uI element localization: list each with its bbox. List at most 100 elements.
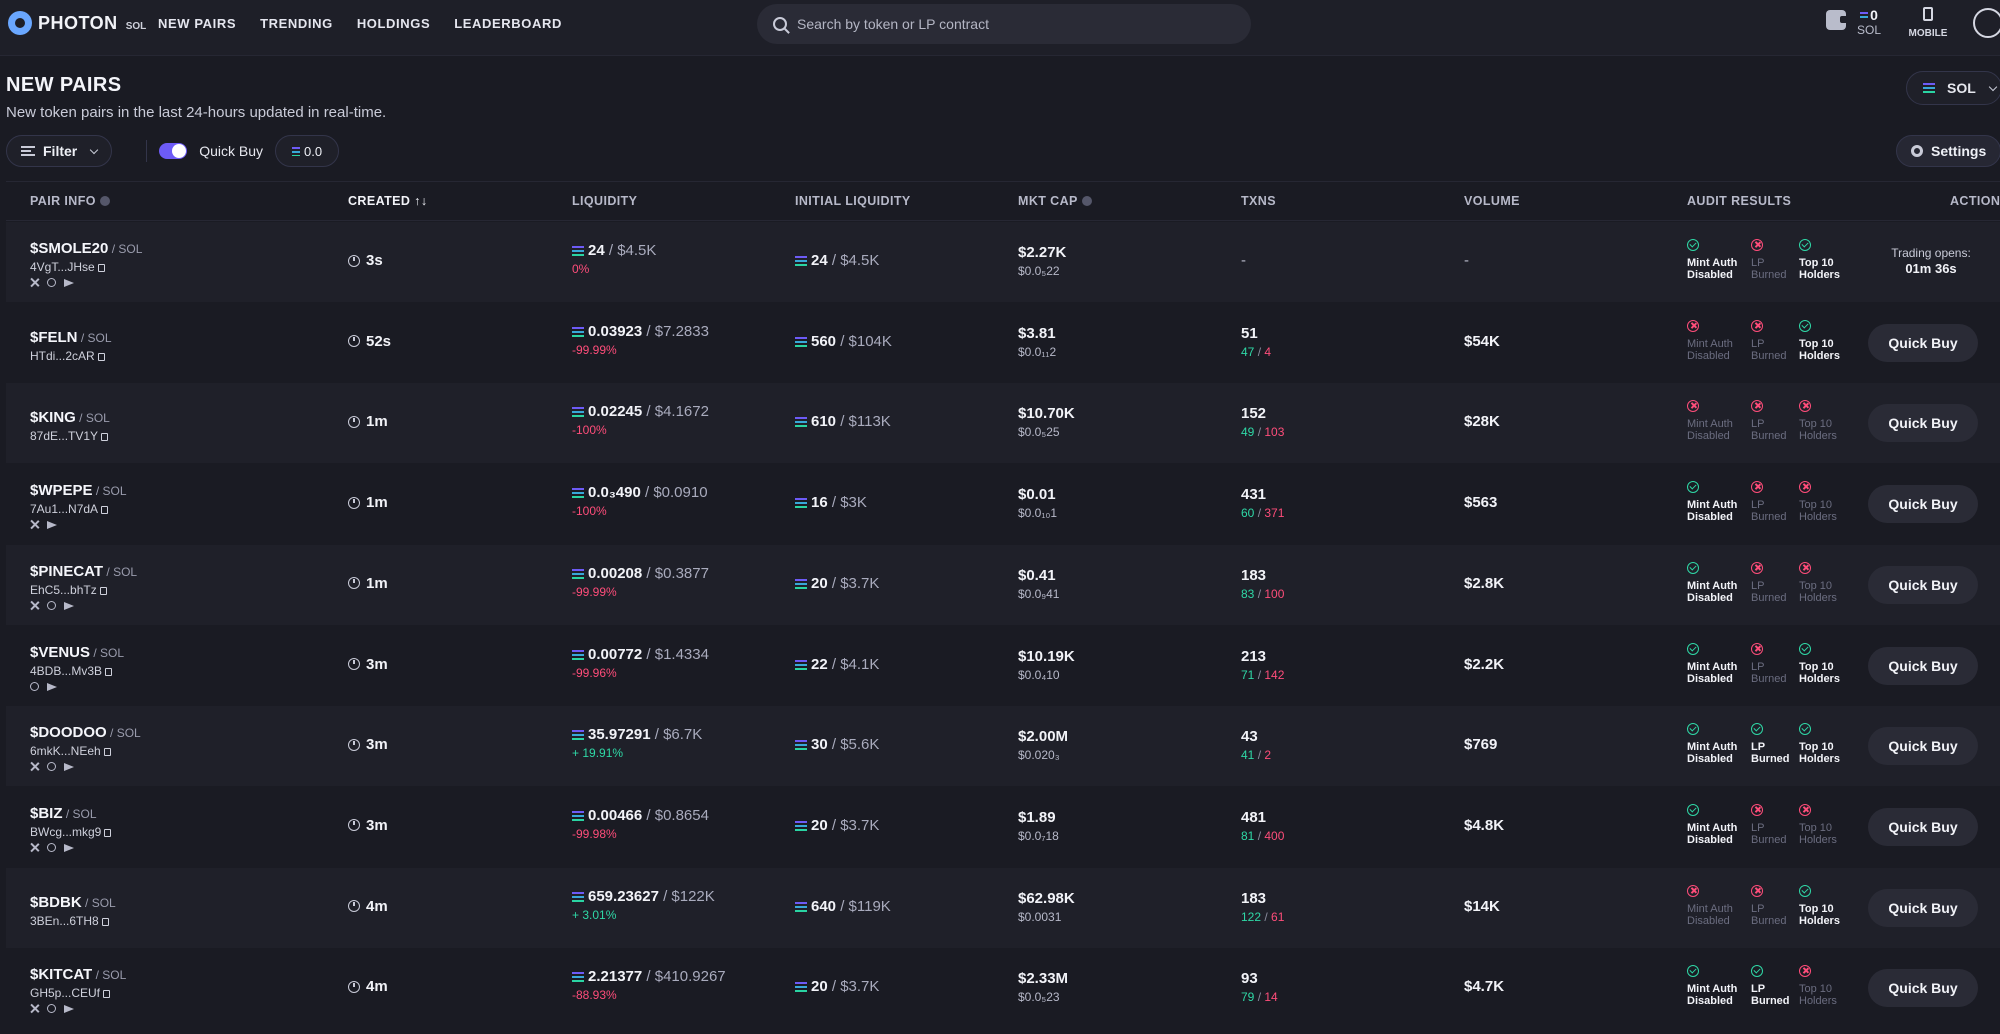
col-created[interactable]: CREATED ↑↓: [348, 194, 428, 208]
filter-icon: [21, 146, 35, 156]
globe-icon[interactable]: [47, 278, 56, 287]
sol-icon: [795, 578, 807, 589]
chain-select[interactable]: SOL: [1906, 71, 2000, 105]
table-row[interactable]: $PINECAT / SOL EhC5...bhTz 1m 0.00208 / $0.…: [6, 544, 2000, 625]
telegram-icon[interactable]: [47, 521, 57, 530]
liquidity-sol: 24: [588, 242, 605, 259]
token-symbol[interactable]: $FELN: [30, 328, 78, 346]
wallet-icon[interactable]: [1826, 10, 1848, 30]
quote-symbol: / SOL: [77, 330, 112, 345]
x-twitter-icon[interactable]: [30, 278, 39, 287]
token-symbol[interactable]: $PINECAT: [30, 562, 104, 580]
txns-value: 183: [1241, 889, 1267, 907]
telegram-icon[interactable]: [47, 682, 57, 691]
audit-label-line1: Top 10: [1799, 257, 1834, 269]
token-symbol[interactable]: $KING: [30, 409, 76, 427]
quick-buy-button[interactable]: Quick Buy: [1868, 888, 1978, 927]
buys-count: 49: [1241, 425, 1255, 440]
filter-button[interactable]: Filter: [6, 135, 113, 167]
table-row[interactable]: $VENUS / SOL 4BDB...Mv3B 3m 0.00772 / $1.43…: [6, 625, 2000, 706]
copy-icon[interactable]: [103, 748, 111, 757]
quick-buy-button[interactable]: Quick Buy: [1868, 727, 1978, 766]
copy-icon[interactable]: [101, 433, 109, 442]
col-txns: TXNS: [1241, 194, 1276, 208]
nav-trending[interactable]: TRENDING: [260, 16, 333, 31]
table-row[interactable]: $KING / SOL 87dE...TV1Y 1m 0.02245 / $4.167…: [6, 383, 2000, 464]
quick-buy-button[interactable]: Quick Buy: [1868, 323, 1978, 362]
table-row[interactable]: $BIZ / SOL BWcg...mkg9 3m 0.00466 / $0.8654…: [6, 786, 2000, 867]
token-price: $0.0031: [1018, 909, 1062, 924]
copy-icon[interactable]: [104, 828, 112, 837]
quick-buy-button[interactable]: Quick Buy: [1868, 565, 1978, 604]
telegram-icon[interactable]: [64, 279, 74, 287]
quick-buy-toggle[interactable]: [159, 143, 188, 159]
table-row[interactable]: $DOODOO / SOL 6mkK...NEeh 3m 35.97291 / $6.…: [6, 706, 2000, 787]
audit-lp: LP Burned: [1751, 400, 1803, 442]
telegram-icon[interactable]: [64, 601, 74, 610]
telegram-icon[interactable]: [64, 1005, 74, 1014]
search-bar[interactable]: [757, 4, 1251, 44]
nav-new-pairs[interactable]: NEW PAIRS: [158, 16, 237, 31]
copy-icon[interactable]: [97, 264, 105, 272]
settings-button[interactable]: Settings: [1896, 135, 2000, 167]
audit-label-line2: Burned: [1751, 914, 1787, 927]
quick-buy-amount-input[interactable]: 0.0: [275, 135, 340, 167]
table-row[interactable]: $WPEPE / SOL 7Au1...N7dA 1m 0.0₃490 / $0.09…: [6, 464, 2000, 545]
x-twitter-icon[interactable]: [30, 762, 39, 771]
info-icon[interactable]: [99, 196, 110, 206]
search-input[interactable]: [797, 16, 1227, 32]
token-symbol[interactable]: $KITCAT: [30, 966, 93, 984]
nav-leaderboard[interactable]: LEADERBOARD: [454, 16, 562, 31]
globe-icon[interactable]: [30, 681, 39, 691]
x-circle-icon: [1687, 400, 1699, 413]
col-volume: VOLUME: [1464, 194, 1520, 208]
txns: 51 47 / 4: [1241, 325, 1271, 359]
telegram-icon[interactable]: [64, 763, 74, 772]
token-symbol[interactable]: $VENUS: [30, 643, 91, 661]
user-avatar-icon[interactable]: [1973, 8, 2000, 38]
quick-buy-button[interactable]: Quick Buy: [1868, 646, 1978, 685]
globe-icon[interactable]: [47, 842, 56, 852]
copy-icon[interactable]: [103, 990, 111, 999]
copy-icon[interactable]: [99, 586, 107, 595]
table-row[interactable]: $SMOLE20 / SOL 4VgT...JHse 3s 24 / $4.5K 0% 2…: [6, 222, 2000, 302]
quick-buy-button[interactable]: Quick Buy: [1868, 485, 1978, 524]
copy-icon[interactable]: [101, 506, 109, 515]
token-symbol[interactable]: $DOODOO: [30, 724, 107, 742]
x-twitter-icon[interactable]: [30, 843, 39, 852]
copy-icon[interactable]: [105, 667, 113, 676]
buys-count: 41: [1241, 748, 1255, 763]
audit-label-line1: LP: [1751, 660, 1765, 673]
copy-icon[interactable]: [101, 917, 109, 926]
globe-icon[interactable]: [47, 600, 56, 610]
token-symbol[interactable]: $BIZ: [30, 804, 63, 822]
x-twitter-icon[interactable]: [30, 1004, 39, 1013]
globe-icon[interactable]: [47, 1004, 56, 1014]
clock-icon: [348, 577, 360, 590]
token-symbol[interactable]: $SMOLE20: [30, 240, 109, 257]
token-symbol[interactable]: $WPEPE: [30, 482, 93, 500]
volume: $14K: [1464, 897, 1500, 915]
mobile-button[interactable]: MOBILE: [1906, 7, 1950, 41]
address-text: HTdi...2cAR: [30, 348, 95, 363]
buys-sells: 60 / 371: [1241, 506, 1284, 520]
quick-buy-amount: 0.0: [304, 143, 323, 159]
copy-icon[interactable]: [97, 352, 105, 361]
table-row[interactable]: $FELN / SOL HTdi...2cAR 52s 0.03923 / $7.28…: [6, 302, 2000, 383]
quick-buy-button[interactable]: Quick Buy: [1868, 969, 1978, 1008]
table-row[interactable]: $KITCAT / SOL GH5p...CEUf 4m 2.21377 / $410…: [6, 948, 2000, 1029]
telegram-icon[interactable]: [64, 843, 74, 852]
x-twitter-icon[interactable]: [30, 601, 39, 610]
logo[interactable]: PHOTON SOL: [8, 11, 146, 35]
globe-icon[interactable]: [47, 762, 56, 772]
token-symbol[interactable]: $BDBK: [30, 893, 82, 911]
x-twitter-icon[interactable]: [30, 520, 39, 529]
quick-buy-button[interactable]: Quick Buy: [1868, 404, 1978, 443]
nav-holdings[interactable]: HOLDINGS: [356, 16, 431, 31]
table-row[interactable]: $BDBK / SOL 3BEn...6TH8 4m 659.23627 / $122…: [6, 867, 2000, 948]
wallet-balance[interactable]: 0 SOL: [1856, 7, 1882, 37]
initial-liquidity-usd: / $4.1K: [827, 655, 880, 673]
info-icon[interactable]: [1081, 196, 1092, 206]
quick-buy-button[interactable]: Quick Buy: [1868, 807, 1978, 846]
txns: -: [1241, 252, 1246, 270]
